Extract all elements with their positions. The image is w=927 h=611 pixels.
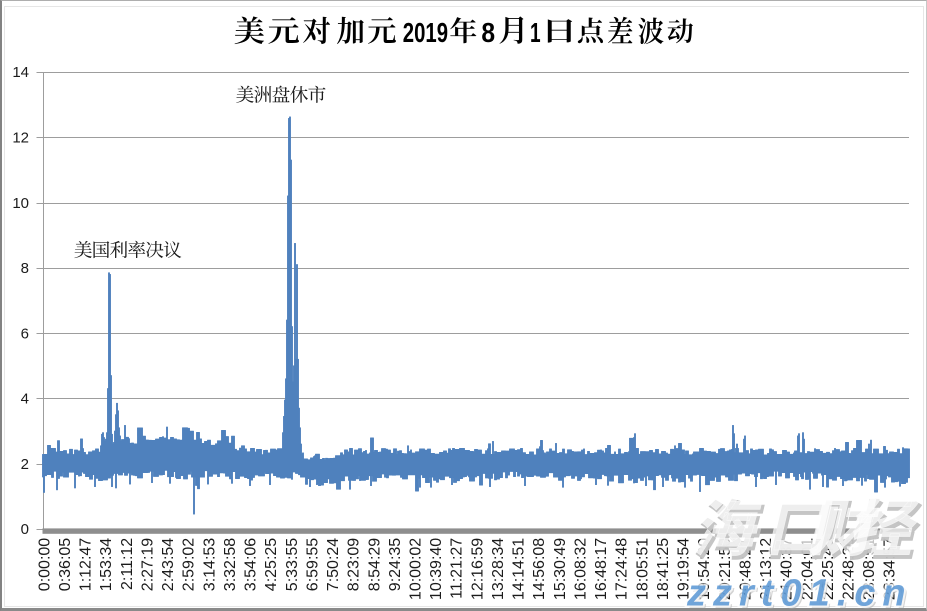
svg-text:4: 4 <box>21 391 29 408</box>
svg-text:19:19:54: 19:19:54 <box>676 538 693 600</box>
svg-text:7:50:24: 7:50:24 <box>325 538 342 591</box>
svg-text:15:30:49: 15:30:49 <box>552 538 569 600</box>
svg-text:2:27:19: 2:27:19 <box>139 538 156 591</box>
svg-text:12:16:59: 12:16:59 <box>469 538 486 600</box>
svg-text:17:24:48: 17:24:48 <box>614 538 631 600</box>
svg-text:9:24:35: 9:24:35 <box>387 538 404 591</box>
svg-text:3:54:06: 3:54:06 <box>243 538 260 591</box>
svg-text:8:54:29: 8:54:29 <box>366 538 383 591</box>
svg-text:16:48:17: 16:48:17 <box>593 538 610 600</box>
svg-text:8: 8 <box>481 17 495 48</box>
svg-text:14:56:08: 14:56:08 <box>531 538 548 600</box>
svg-text:18:05:51: 18:05:51 <box>634 538 651 600</box>
svg-text:6: 6 <box>21 325 29 342</box>
svg-text:2:59:02: 2:59:02 <box>181 538 198 591</box>
svg-text:6:59:55: 6:59:55 <box>304 538 321 591</box>
svg-text:8: 8 <box>21 260 29 277</box>
svg-text:10:00:02: 10:00:02 <box>408 538 425 600</box>
svg-text:13:28:34: 13:28:34 <box>490 538 507 600</box>
svg-text:10: 10 <box>12 195 29 212</box>
svg-text:2:43:54: 2:43:54 <box>160 538 177 591</box>
svg-text:0:36:05: 0:36:05 <box>57 538 74 591</box>
svg-text:3:14:53: 3:14:53 <box>201 538 218 591</box>
svg-text:8:23:09: 8:23:09 <box>346 538 363 591</box>
svg-text:12: 12 <box>12 130 29 147</box>
svg-text:4:25:25: 4:25:25 <box>263 538 280 591</box>
svg-text:0: 0 <box>21 521 29 538</box>
svg-text:11:21:27: 11:21:27 <box>449 538 466 599</box>
svg-text:zzrt01.cn: zzrt01.cn <box>686 573 913 611</box>
svg-text:20:21:50: 20:21:50 <box>717 538 734 600</box>
svg-text:1:53:34: 1:53:34 <box>98 538 115 591</box>
svg-text:1:12:47: 1:12:47 <box>78 538 95 591</box>
svg-text:3:32:58: 3:32:58 <box>222 538 239 591</box>
svg-text:5:33:55: 5:33:55 <box>284 538 301 591</box>
svg-text:18:41:25: 18:41:25 <box>655 538 672 600</box>
svg-text:14: 14 <box>12 64 29 81</box>
svg-text:zzrt01.cn: zzrt01.cn <box>686 573 913 611</box>
svg-text:1: 1 <box>530 17 541 48</box>
svg-text:2019: 2019 <box>403 17 448 48</box>
svg-text:16:08:32: 16:08:32 <box>572 538 589 600</box>
svg-text:2:11:12: 2:11:12 <box>119 538 136 590</box>
svg-text:14:14:51: 14:14:51 <box>511 538 528 600</box>
svg-text:0:00:00: 0:00:00 <box>36 538 53 591</box>
svg-text:2: 2 <box>21 456 29 473</box>
svg-text:zzrt01.cn: zzrt01.cn <box>689 575 916 611</box>
svg-text:10:39:40: 10:39:40 <box>428 538 445 600</box>
